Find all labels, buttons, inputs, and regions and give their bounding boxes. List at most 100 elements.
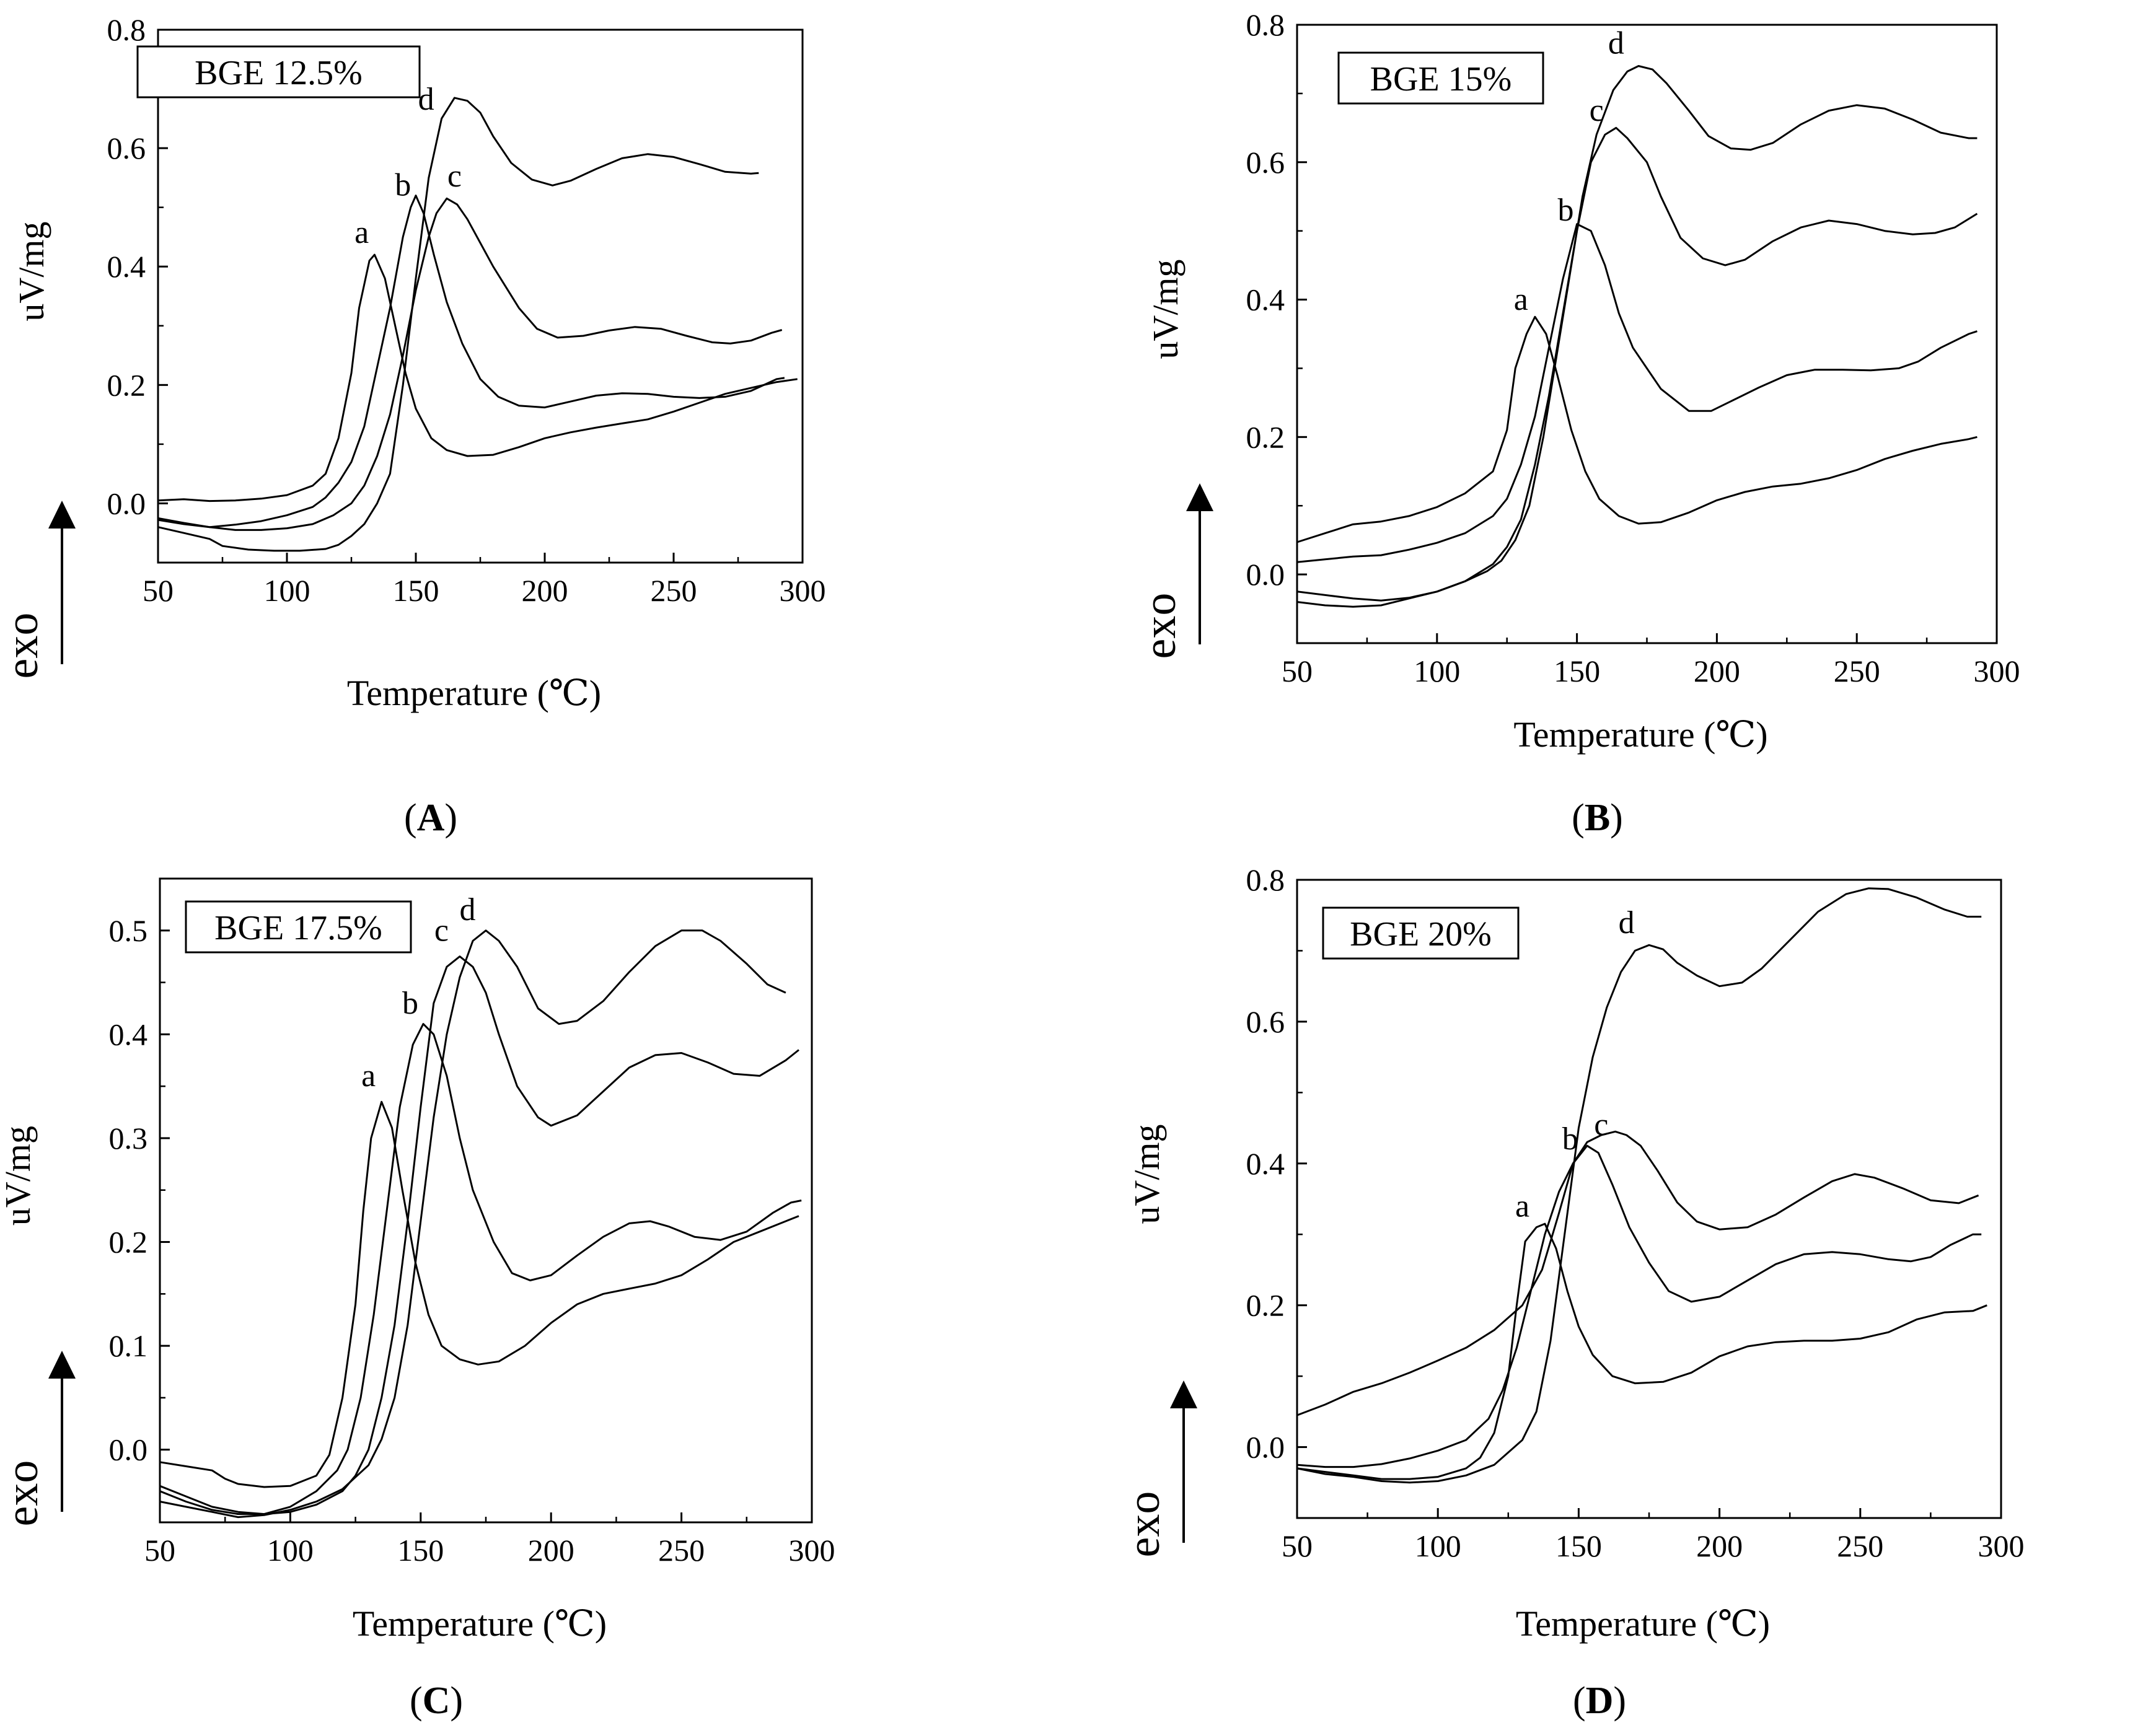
legend-box xyxy=(1337,51,1544,105)
y-axis-title: uV/mg xyxy=(0,1126,38,1226)
y-tick-label: 0.2 xyxy=(1246,419,1285,454)
x-axis-title: Temperature (℃) xyxy=(1516,1604,1770,1644)
x-tick-label: 300 xyxy=(1974,654,2020,688)
series-line-c xyxy=(157,197,783,531)
panel-c: 50 100 150 200 250 300 0.0 0.1 0.2 0.3 0.4 0.5 uV/mg… xyxy=(0,877,835,1722)
series-line-c xyxy=(159,955,799,1516)
series-line-a xyxy=(157,253,798,502)
exo-label: exo xyxy=(0,1460,48,1527)
curve-label-d: d xyxy=(1619,905,1635,941)
y-tick-label: 0.8 xyxy=(1246,862,1285,897)
exo-label: exo xyxy=(1119,1491,1169,1558)
series-line-b xyxy=(1296,223,1978,563)
y-tick-label: 0.4 xyxy=(1246,1146,1285,1181)
legend-box xyxy=(1322,906,1520,960)
y-tick-label: 0.0 xyxy=(1246,1430,1285,1465)
exo-label: exo xyxy=(0,613,48,679)
exo-arrow-icon xyxy=(48,501,76,529)
x-tick-label: 100 xyxy=(1414,654,1460,688)
x-tick-label: 50 xyxy=(143,573,174,608)
series-line-d xyxy=(157,97,759,552)
curve-label-a: a xyxy=(361,1058,376,1094)
series-line-b xyxy=(1296,1144,1982,1416)
y-tick-label: 0.8 xyxy=(107,12,146,47)
legend-box xyxy=(185,900,412,954)
y-axis-title: uV/mg xyxy=(1127,1124,1167,1224)
curve-label-a: a xyxy=(1514,282,1528,317)
panel-label: (D) xyxy=(1573,1680,1626,1722)
y-tick-label: 0.2 xyxy=(1246,1288,1285,1323)
x-tick-label: 100 xyxy=(1415,1529,1461,1563)
x-tick-label: 200 xyxy=(1694,654,1740,688)
y-tick-label: 0.2 xyxy=(109,1225,148,1260)
y-tick-label: 0.0 xyxy=(109,1432,148,1467)
x-tick-label: 50 xyxy=(144,1533,175,1568)
y-tick-label: 0.6 xyxy=(107,131,146,165)
y-tick-label: 0.0 xyxy=(1246,557,1285,592)
curve-label-b: b xyxy=(1558,193,1574,228)
x-tick-label: 150 xyxy=(1555,1529,1602,1563)
y-tick-label: 0.4 xyxy=(109,1017,148,1051)
x-tick-label: 150 xyxy=(393,573,439,608)
series-line-d xyxy=(1296,887,1982,1484)
x-tick-label: 100 xyxy=(267,1533,314,1568)
series-line-d xyxy=(1296,65,1978,608)
plot-frame xyxy=(1296,879,2002,1519)
curve-label-d: d xyxy=(460,892,476,928)
y-tick-label: 0.3 xyxy=(109,1121,148,1156)
x-tick-label: 300 xyxy=(780,573,826,608)
x-tick-label: 200 xyxy=(522,573,568,608)
y-tick-label: 0.1 xyxy=(109,1328,148,1363)
y-tick-label: 0.4 xyxy=(107,249,146,284)
exo-arrow-icon xyxy=(1170,1380,1197,1408)
legend-box xyxy=(136,45,421,99)
x-axis-title: Temperature (℃) xyxy=(347,673,601,713)
legend-text: BGE 20% xyxy=(1350,915,1492,954)
x-tick-label: 50 xyxy=(1282,654,1313,688)
legend-text: BGE 17.5% xyxy=(214,909,382,947)
y-tick-label: 0.2 xyxy=(107,367,146,402)
y-axis-title: uV/mg xyxy=(11,221,51,321)
x-tick-label: 50 xyxy=(1282,1529,1313,1563)
panel-a: 50 100 150 200 250 300 0.0 0.2 0.4 0.6 0.8 uV/mg exo… xyxy=(0,12,826,839)
y-tick-label: 0.0 xyxy=(107,486,146,520)
curve-label-b: b xyxy=(395,168,411,203)
plot-frame xyxy=(159,877,813,1524)
legend-text: BGE 12.5% xyxy=(195,54,363,92)
x-tick-label: 250 xyxy=(658,1533,705,1568)
y-axis-title: uV/mg xyxy=(1145,259,1186,359)
panel-b: 50 100 150 200 250 300 0.0 0.2 0.4 0.6 0.8 uV/mg exo… xyxy=(1135,7,2020,839)
panel-label: (A) xyxy=(404,797,457,839)
y-tick-label: 0.6 xyxy=(1246,145,1285,180)
y-tick-label: 0.6 xyxy=(1246,1004,1285,1039)
series-line-d xyxy=(159,929,786,1519)
x-tick-label: 300 xyxy=(1978,1529,2025,1563)
panel-d: 50 100 150 200 250 300 0.0 0.2 0.4 0.6 0.8 uV/mg exo… xyxy=(1119,862,2025,1722)
panel-label: (B) xyxy=(1572,797,1623,839)
x-tick-label: 200 xyxy=(528,1533,574,1568)
x-tick-label: 100 xyxy=(264,573,310,608)
exo-arrow-icon xyxy=(48,1351,76,1379)
y-tick-label: 0.4 xyxy=(1246,283,1285,317)
series-line-b xyxy=(157,195,785,529)
curve-label-c: c xyxy=(1594,1107,1608,1143)
x-tick-label: 200 xyxy=(1696,1529,1743,1563)
x-tick-label: 250 xyxy=(1837,1529,1883,1563)
curve-label-b: b xyxy=(402,986,418,1021)
curve-label-d: d xyxy=(418,82,434,117)
series-line-b xyxy=(159,1023,802,1516)
x-axis-title: Temperature (℃) xyxy=(353,1604,607,1644)
curve-label-a: a xyxy=(354,215,369,250)
x-tick-label: 250 xyxy=(1834,654,1880,688)
x-axis-title: Temperature (℃) xyxy=(1513,714,1767,755)
x-tick-label: 250 xyxy=(651,573,697,608)
curve-label-a: a xyxy=(1515,1189,1529,1224)
curve-label-c: c xyxy=(434,913,449,949)
y-tick-label: 0.5 xyxy=(109,913,148,948)
exo-arrow-icon xyxy=(1186,483,1213,511)
x-tick-label: 150 xyxy=(397,1533,444,1568)
curve-label-c: c xyxy=(1590,93,1604,128)
exo-label: exo xyxy=(1135,593,1186,659)
panel-label: (C) xyxy=(410,1680,463,1722)
